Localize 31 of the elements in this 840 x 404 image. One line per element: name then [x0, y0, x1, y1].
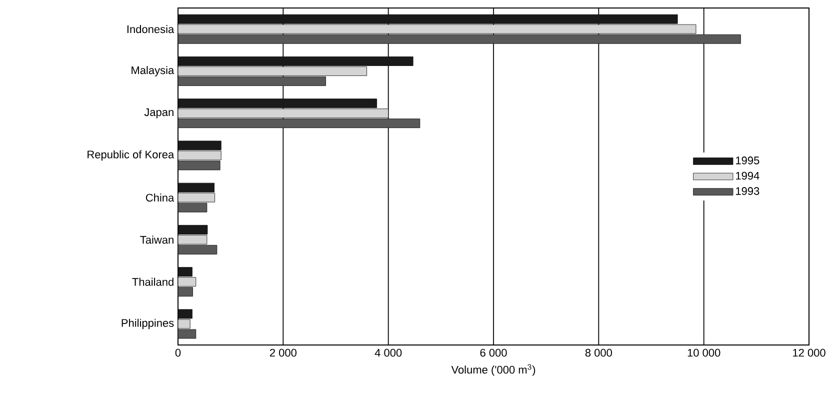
x-axis-title: Volume ('000 m$^{3}$)	[451, 364, 536, 376]
bar	[178, 108, 389, 118]
y-tick-label: Indonesia	[127, 25, 174, 34]
legend-label: 1995	[736, 156, 760, 164]
bar	[178, 98, 377, 108]
bar	[178, 277, 196, 287]
y-tick-label: Taiwan	[140, 236, 174, 244]
x-tick-label: 10 000	[688, 348, 720, 357]
y-tick-label: Republic of Korea	[88, 150, 174, 161]
x-tick-label: 12 000	[793, 348, 826, 357]
bar	[178, 224, 208, 234]
y-tick-label: China	[146, 194, 174, 202]
y-tick-label: Philippines	[122, 318, 174, 330]
x-tick-label: 0	[175, 348, 181, 357]
bar	[178, 56, 414, 66]
legend-label: 1993	[736, 187, 760, 195]
x-tick-label: 6 000	[480, 348, 507, 357]
bar	[178, 118, 420, 128]
x-tick-label: 4 000	[374, 348, 402, 357]
x-tick-label: 2 000	[270, 348, 296, 357]
bar	[178, 267, 192, 277]
legend-label: 1994	[736, 172, 760, 180]
bar	[178, 66, 367, 76]
y-tick-label: Japan	[144, 108, 174, 118]
bar	[178, 76, 326, 86]
bar	[178, 244, 218, 254]
x-tick-label: 8 000	[585, 348, 612, 357]
y-tick-label: Thailand	[132, 278, 174, 286]
y-tick-label: Malaysia	[132, 66, 174, 76]
bar	[178, 287, 193, 297]
bar	[178, 234, 208, 244]
